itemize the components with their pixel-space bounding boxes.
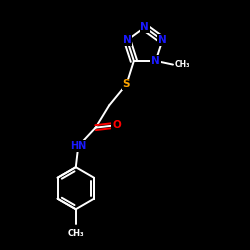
- Text: O: O: [112, 120, 121, 130]
- Text: N: N: [158, 35, 167, 45]
- Text: CH₃: CH₃: [174, 60, 190, 69]
- Text: HN: HN: [70, 141, 86, 151]
- Text: N: N: [151, 56, 160, 66]
- Text: N: N: [123, 35, 132, 45]
- Text: S: S: [123, 80, 130, 90]
- Text: N: N: [140, 22, 149, 32]
- Text: CH₃: CH₃: [68, 230, 84, 238]
